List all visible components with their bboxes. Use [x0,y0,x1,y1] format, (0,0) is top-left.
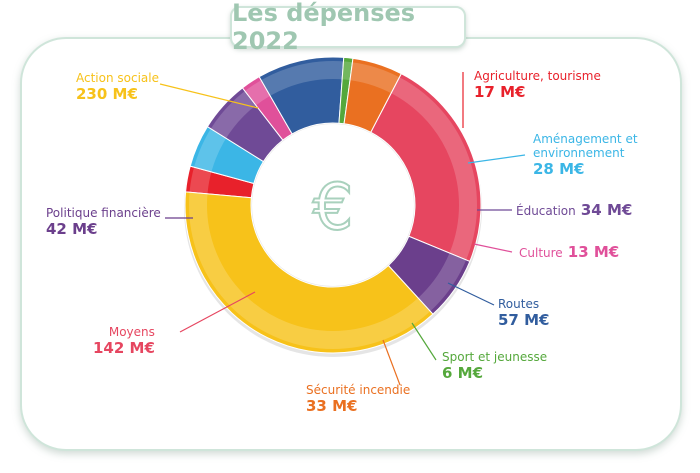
leader-securite-incendie [382,339,401,386]
label-sport-et-jeunesse: Sport et jeunesse 6 M€ [442,350,548,382]
label-name: Action sociale [76,71,159,85]
label-value: 42 M€ [46,219,98,238]
label-value: 33 M€ [306,396,358,415]
label-agriculture-tourisme: Agriculture, tourisme 17 M€ [474,69,601,101]
leader-amenagement-et-environnement [467,154,526,164]
slice-action-sociale[interactable] [184,191,434,354]
label-value: 17 M€ [474,82,526,101]
label-name: Routes [498,297,540,311]
label-name: Culture [519,246,563,260]
euro-icon: € [313,171,354,245]
slice-moyens[interactable] [370,73,482,263]
label-education: Éducation 34 M€ [516,201,632,219]
label-value: 57 M€ [498,310,550,329]
label-value: 13 M€ [567,243,620,261]
label-politique-financiere: Politique financière 42 M€ [46,206,161,238]
label-culture: Culture 13 M€ [519,243,619,261]
label-value: 28 M€ [533,159,585,178]
label-name: Sport et jeunesse [442,350,548,364]
leader-sport-et-jeunesse [411,322,437,361]
label-moyens: Moyens 142 M€ [93,325,155,357]
label-action-sociale: Action sociale 230 M€ [76,71,159,103]
label-value: 142 M€ [93,338,155,357]
donut-hole [252,124,414,286]
leader-culture [473,243,513,253]
label-value: 6 M€ [442,363,484,382]
label-routes: Routes 57 M€ [498,297,550,329]
leader-moyens [179,291,256,333]
label-name: Moyens [108,325,155,339]
label-name: Politique financière [46,206,161,220]
label-name: Éducation [516,204,576,218]
label-value: 34 M€ [580,201,633,219]
label-amenagement-et-environnement: Aménagement et environnement 28 M€ [533,132,673,178]
label-name: Aménagement et environnement [533,132,638,160]
label-securite-incendie: Sécurité incendie 33 M€ [306,383,411,415]
label-name: Agriculture, tourisme [474,69,601,83]
label-value: 230 M€ [76,84,138,103]
leader-action-sociale [159,83,259,109]
leader-routes [447,282,495,306]
label-name: Sécurité incendie [306,383,411,397]
donut-highlight [189,61,477,349]
